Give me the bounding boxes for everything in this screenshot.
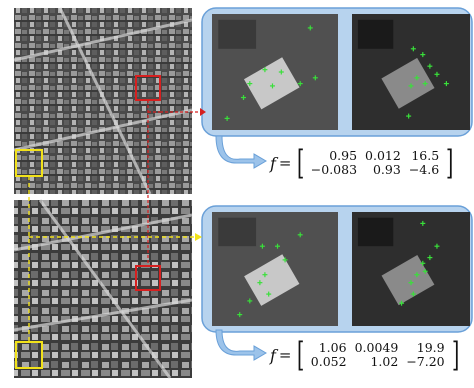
- road: [13, 213, 193, 252]
- building-block: [243, 57, 300, 110]
- matrix-cell: 0.95: [329, 148, 358, 163]
- image-patch: [212, 14, 338, 130]
- red-arrowhead: [200, 108, 206, 116]
- matrix-row: 0.95 0.012 16.5: [307, 149, 443, 163]
- matrix-cell: −0.083: [310, 162, 358, 177]
- matrix-cell: 0.012: [365, 148, 401, 163]
- aerial-texture: [14, 8, 192, 194]
- aerial-image-1: [13, 199, 193, 379]
- matrix-cell: 1.02: [370, 354, 399, 369]
- feature-point: [278, 69, 284, 75]
- feature-point: [414, 75, 420, 81]
- formula-equals: =: [278, 154, 292, 172]
- feature-point: [224, 115, 230, 121]
- shadow-block: [218, 217, 257, 247]
- image-patch: [212, 212, 338, 326]
- road: [58, 7, 152, 195]
- feature-point: [297, 81, 303, 87]
- building-block: [244, 254, 300, 306]
- feature-point: [282, 257, 288, 263]
- feature-point: [237, 312, 243, 318]
- feature-point: [408, 83, 414, 89]
- curved-arrow-1: [215, 329, 267, 361]
- feature-point: [420, 260, 426, 266]
- right-bracket: ]: [451, 335, 459, 375]
- matrix-cell: 0.0049: [354, 340, 399, 355]
- feature-point: [307, 25, 313, 31]
- matrix-cell: 16.5: [411, 148, 440, 163]
- feature-point: [434, 71, 440, 77]
- matrix-cell: −4.6: [408, 162, 440, 177]
- feature-point: [275, 243, 281, 249]
- feature-point: [410, 46, 416, 52]
- building-block: [381, 254, 435, 306]
- road: [13, 108, 193, 152]
- matrix-cell: 0.052: [310, 354, 347, 369]
- feature-point: [434, 243, 440, 249]
- feature-point: [257, 280, 263, 286]
- matrix-cell: 1.06: [318, 340, 347, 355]
- curved-arrow-0: [215, 135, 267, 169]
- feature-point: [427, 255, 433, 261]
- matrix-cell: 19.9: [416, 340, 445, 355]
- formula-symbol: f: [270, 153, 276, 173]
- feature-point: [410, 291, 416, 297]
- yellow-region-box-1: [15, 341, 43, 369]
- matrix-row: −0.083 0.93 −4.6: [307, 163, 443, 177]
- transform-formula-top: f = [ 0.95 0.012 16.5 −0.083 0.93 −4.6 ]: [270, 143, 456, 183]
- road: [38, 199, 172, 379]
- matrix-row: 0.052 1.02 −7.20: [307, 355, 449, 369]
- feature-point: [422, 81, 428, 87]
- image-patch: [352, 212, 470, 326]
- matrix-bottom: 1.06 0.0049 19.9 0.052 1.02 −7.20: [307, 341, 449, 369]
- formula-equals: =: [278, 346, 292, 364]
- matrix-top: 0.95 0.012 16.5 −0.083 0.93 −4.6: [307, 149, 443, 177]
- feature-point: [399, 300, 405, 306]
- shadow-block: [218, 19, 257, 49]
- road: [13, 298, 193, 332]
- yellow-arrowhead: [195, 233, 202, 241]
- feature-point: [312, 75, 318, 81]
- feature-point: [266, 291, 272, 297]
- right-bracket: ]: [446, 143, 454, 183]
- left-bracket: [: [296, 335, 304, 375]
- left-bracket: [: [296, 143, 304, 183]
- feature-point: [297, 232, 303, 238]
- feature-point: [247, 298, 253, 304]
- feature-point: [406, 113, 412, 119]
- feature-point: [247, 81, 253, 87]
- matrix-cell: −7.20: [406, 354, 445, 369]
- transform-formula-bottom: f = [ 1.06 0.0049 19.9 0.052 1.02 −7.20 …: [270, 335, 462, 375]
- feature-point: [241, 95, 246, 101]
- matrix-row: 1.06 0.0049 19.9: [307, 341, 449, 355]
- shadow-block: [357, 19, 394, 49]
- image-patch: [352, 14, 470, 130]
- feature-point: [427, 63, 433, 69]
- road: [13, 18, 193, 62]
- feature-point: [422, 268, 428, 274]
- aerial-texture: [14, 200, 192, 378]
- feature-point: [443, 81, 449, 87]
- feature-point: [414, 272, 420, 278]
- building-block: [381, 57, 435, 109]
- feature-point: [259, 243, 265, 249]
- feature-point: [262, 272, 268, 278]
- matrix-cell: 0.93: [372, 162, 401, 177]
- feature-point: [269, 83, 275, 89]
- match-panel-1: [201, 205, 473, 333]
- feature-point: [408, 280, 414, 286]
- feature-point: [420, 52, 426, 58]
- feature-point: [262, 67, 268, 73]
- feature-point: [420, 220, 426, 226]
- aerial-image-0: [13, 7, 193, 195]
- shadow-block: [357, 217, 394, 247]
- formula-symbol: f: [270, 345, 276, 365]
- match-panel-0: [201, 7, 473, 137]
